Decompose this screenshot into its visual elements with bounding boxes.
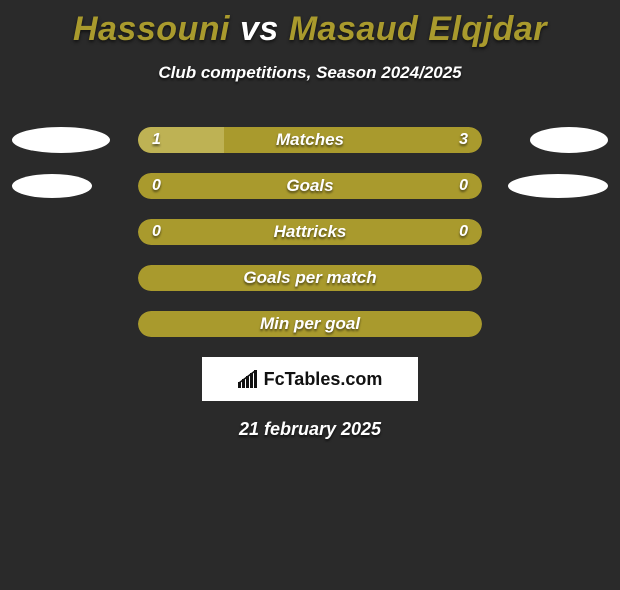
- stat-bar: Matches1 3: [138, 127, 482, 153]
- date-label: 21 february 2025: [0, 419, 620, 440]
- logo-box: FcTables.com: [202, 357, 418, 401]
- stats-container: Matches13Goals00Hattricks00Goals per mat…: [0, 127, 620, 337]
- title-vs: vs: [240, 10, 279, 48]
- stat-bar: Hattricks0 0: [138, 219, 482, 245]
- stat-label: Hattricks: [138, 219, 482, 245]
- stat-value-left: 0: [152, 219, 161, 245]
- stat-label: Min per goal: [138, 311, 482, 337]
- logo-text: FcTables.com: [264, 369, 383, 390]
- stat-row: Matches1 3: [0, 127, 620, 153]
- bars-icon: [238, 370, 260, 388]
- title-player2: Masaud Elqjdar: [279, 10, 547, 48]
- page-title: Hassouni vs Masaud Elqjdar: [0, 10, 620, 49]
- logo: FcTables.com: [238, 369, 383, 390]
- player1-ellipse: [12, 174, 92, 198]
- stat-value-left: 0: [152, 173, 161, 199]
- stat-value-right: 0: [459, 219, 468, 245]
- stat-label: Goals per match: [138, 265, 482, 291]
- stat-row: Goals per match: [0, 265, 620, 291]
- stat-bar: Goals0 0: [138, 173, 482, 199]
- stat-row: Min per goal: [0, 311, 620, 337]
- subtitle: Club competitions, Season 2024/2025: [0, 63, 620, 83]
- title-player1: Hassouni: [73, 10, 240, 48]
- stat-bar: Goals per match: [138, 265, 482, 291]
- player2-ellipse: [530, 127, 608, 153]
- stat-row: Hattricks0 0: [0, 219, 620, 245]
- stat-bar: Min per goal: [138, 311, 482, 337]
- stat-row: Goals0 0: [0, 173, 620, 199]
- stat-value-right: 3: [459, 127, 468, 153]
- stat-label: Matches: [138, 127, 482, 153]
- stat-label: Goals: [138, 173, 482, 199]
- player1-ellipse: [12, 127, 110, 153]
- stat-value-left: 1: [152, 127, 161, 153]
- stat-value-right: 0: [459, 173, 468, 199]
- player2-ellipse: [508, 174, 608, 198]
